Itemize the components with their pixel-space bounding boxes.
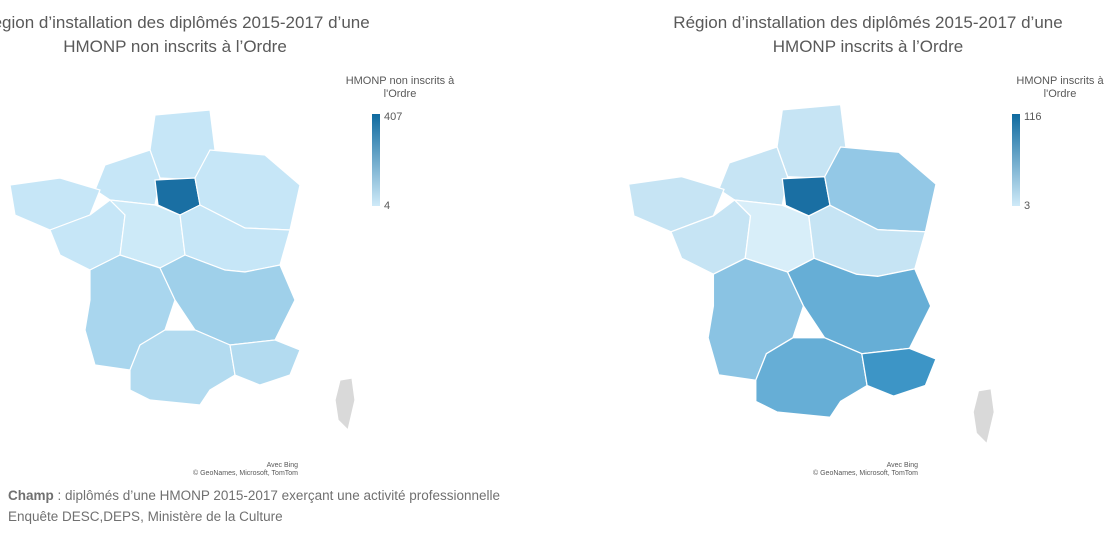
legend-min: 4 xyxy=(384,200,390,212)
map-credit: Avec Bing xyxy=(267,462,298,469)
legend-title: HMONP non inscrits à xyxy=(346,75,455,87)
legend-max: 116 xyxy=(1024,111,1042,123)
region xyxy=(129,329,236,406)
map-credit: © GeoNames, Microsoft, TomTom xyxy=(193,469,298,477)
map-title: Région d’installation des diplômés 2015-… xyxy=(673,13,1062,32)
region xyxy=(972,387,995,446)
legend-title: HMONP inscrits à xyxy=(1016,75,1104,87)
region xyxy=(861,347,937,397)
legend-bar xyxy=(1012,114,1020,206)
footer-source: Enquête DESC,DEPS, Ministère de la Cultu… xyxy=(8,509,283,524)
region xyxy=(334,377,356,432)
legend-bar xyxy=(372,114,380,206)
map xyxy=(9,109,356,432)
map-credit: © GeoNames, Microsoft, TomTom xyxy=(813,469,918,477)
region xyxy=(229,339,301,386)
footer-champ: Champ : diplômés d’une HMONP 2015-2017 e… xyxy=(8,488,500,503)
legend-title: l'Ordre xyxy=(384,88,417,100)
legend-max: 407 xyxy=(384,111,402,123)
map xyxy=(627,103,995,446)
region xyxy=(717,146,789,206)
map-credit: Avec Bing xyxy=(887,462,918,469)
maps: Région d’installation des diplômés 2015-… xyxy=(0,13,1104,477)
region xyxy=(755,337,868,418)
legend-title: l'Ordre xyxy=(1044,88,1077,100)
champ-label: Champ xyxy=(8,488,54,503)
champ-text: : diplômés d’une HMONP 2015-2017 exerçan… xyxy=(54,488,500,503)
region xyxy=(94,149,161,206)
region xyxy=(159,254,296,346)
map-title: Région d’installation des diplômés 2015-… xyxy=(0,13,370,32)
map-title: HMONP non inscrits à l’Ordre xyxy=(63,37,287,56)
legend-min: 3 xyxy=(1024,200,1030,212)
map-title: HMONP inscrits à l’Ordre xyxy=(773,37,964,56)
region xyxy=(786,257,932,355)
